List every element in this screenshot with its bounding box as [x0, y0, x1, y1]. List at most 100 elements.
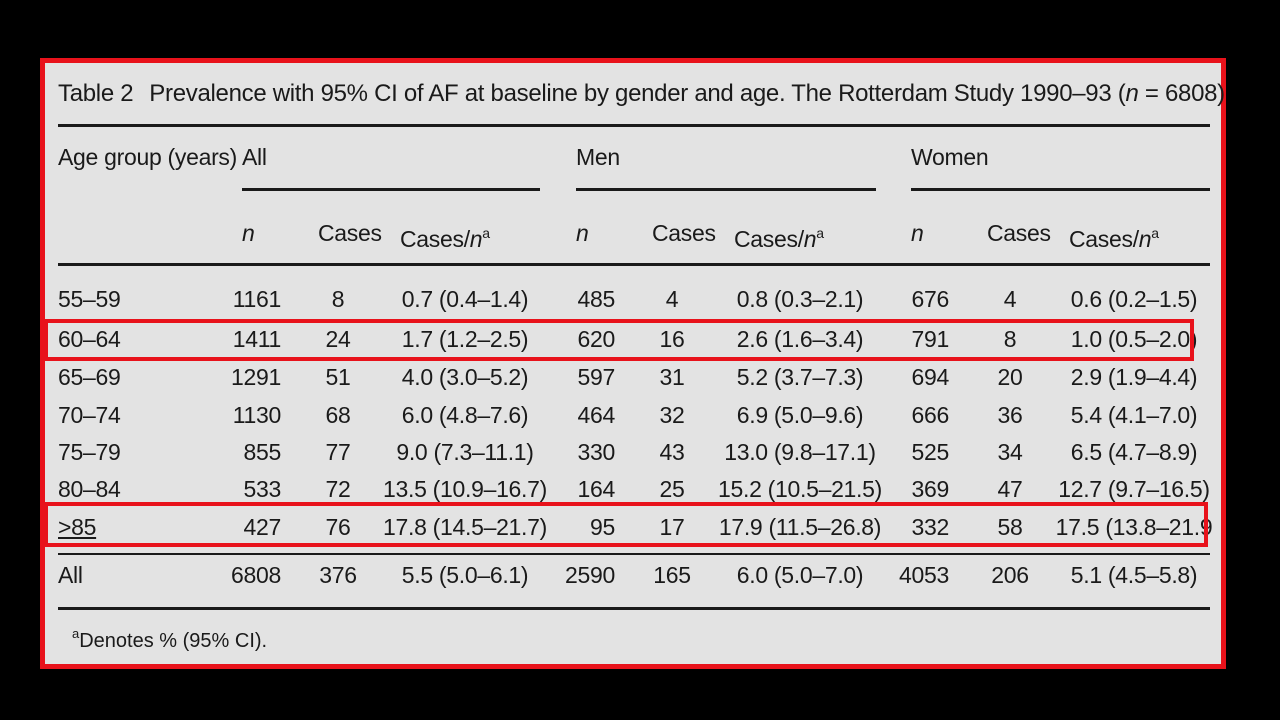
subheader-cases-per-n: Cases/na: [734, 218, 824, 252]
subheader-n: n: [911, 220, 924, 246]
table-cell: 525: [911, 439, 950, 465]
subheader-cases: Cases: [652, 220, 716, 246]
table-label: Table 2: [58, 80, 134, 107]
table-cell: 76: [325, 514, 351, 540]
table-cell: 15.2 (10.5–21.5): [718, 476, 882, 502]
table-cell: 1130: [232, 402, 282, 428]
top-rule: [58, 124, 1210, 127]
total-top-rule: [58, 553, 1210, 555]
table-cell: 597: [577, 364, 616, 390]
table-cell: 4.0 (3.0–5.2): [401, 364, 529, 390]
table-cell: 58: [997, 514, 1023, 540]
table-cell: 666: [911, 402, 950, 428]
age-group-cell-all: All: [58, 562, 83, 588]
header-group-women: Women: [911, 144, 989, 170]
subheader-footnote-marker: a: [816, 225, 824, 241]
header-bottom-rule: [58, 263, 1210, 266]
age-group-cell-60-64: 60–64: [58, 326, 121, 352]
table-cell: 34: [997, 439, 1023, 465]
row-highlight-85-plus: [44, 502, 1208, 547]
caption-text-after: = 6808): [1138, 80, 1225, 107]
subheader-cases-per-n: Cases/na: [400, 218, 490, 252]
table-cell: 9.0 (7.3–11.1): [396, 439, 534, 465]
subheader-cases: Cases: [987, 220, 1051, 246]
table-cell: 17.9 (11.5–26.8): [718, 514, 882, 540]
subheader-cases-per-n-symbol: n: [469, 226, 483, 252]
table-cell: 164: [577, 476, 616, 502]
header-group-men: Men: [576, 144, 620, 170]
table-cell: 206: [991, 562, 1029, 588]
table-cell: 17: [659, 514, 685, 540]
subheader-cases-per-n-symbol: n: [803, 226, 817, 252]
table-cell: 464: [577, 402, 616, 428]
table-cell: 0.8 (0.3–2.1): [736, 286, 864, 312]
table-cell: 2.6 (1.6–3.4): [736, 326, 864, 352]
table-cell: 72: [325, 476, 351, 502]
table-cell: 332: [911, 514, 950, 540]
table-cell: 77: [325, 439, 351, 465]
subheader-cases-per-n: Cases/na: [1069, 218, 1159, 252]
footnote-marker: a: [72, 626, 80, 641]
subheader-cases-per-n-label: Cases/: [1069, 226, 1139, 252]
subheader-cases-per-n-symbol: n: [1138, 226, 1152, 252]
table-cell: 8: [331, 286, 345, 312]
table-cell: 4053: [899, 562, 949, 588]
subheader-cases: Cases: [318, 220, 382, 246]
table-cell: 68: [325, 402, 351, 428]
table-cell: 4: [1003, 286, 1017, 312]
age-group-cell-75-79: 75–79: [58, 439, 121, 465]
table-cell: 8: [1003, 326, 1017, 352]
table-cell: 5.4 (4.1–7.0): [1070, 402, 1198, 428]
table-cell: 1411: [232, 326, 282, 352]
subheader-n: n: [576, 220, 589, 246]
table-cell: 676: [911, 286, 950, 312]
table-cell: 1161: [232, 286, 282, 312]
subheader-footnote-marker: a: [482, 225, 490, 241]
table-cell: 791: [911, 326, 950, 352]
table-cell: 369: [911, 476, 950, 502]
bottom-rule: [58, 607, 1210, 610]
subheader-cases-per-n-label: Cases/: [734, 226, 804, 252]
table-cell: 24: [325, 326, 351, 352]
table-cell: 95: [590, 514, 615, 540]
table-cell: 620: [577, 326, 616, 352]
caption-n-symbol: n: [1125, 80, 1139, 107]
caption-text-before: Prevalence with 95% CI of AF at baseline…: [149, 80, 1126, 107]
table-cell: 25: [659, 476, 685, 502]
table-cell: 32: [659, 402, 685, 428]
age-group-cell-70-74: 70–74: [58, 402, 121, 428]
table-cell: 694: [911, 364, 950, 390]
table-cell: 31: [659, 364, 685, 390]
table-cell: 376: [319, 562, 357, 588]
table-cell: 16: [659, 326, 685, 352]
subheader-footnote-marker: a: [1151, 225, 1159, 241]
table-cell: 51: [325, 364, 351, 390]
table-cell: 2590: [565, 562, 615, 588]
table-cell: 5.5 (5.0–6.1): [401, 562, 529, 588]
table-cell: 427: [243, 514, 282, 540]
table-cell: 0.6 (0.2–1.5): [1070, 286, 1198, 312]
table-cell: 1.7 (1.2–2.5): [401, 326, 529, 352]
table-cell: 6808: [231, 562, 281, 588]
table-cell: 6.9 (5.0–9.6): [736, 402, 864, 428]
outer-highlight-frame: [40, 58, 1226, 669]
table-cell: 533: [243, 476, 282, 502]
table-cell: 4: [665, 286, 679, 312]
table-cell: 485: [577, 286, 616, 312]
subheader-n: n: [242, 220, 255, 246]
table-cell: 1291: [231, 364, 281, 390]
group-rule-all: [242, 188, 540, 191]
table-cell: 36: [997, 402, 1023, 428]
table-cell: 12.7 (9.7–16.5): [1058, 476, 1210, 502]
table-cell: 13.5 (10.9–16.7): [383, 476, 547, 502]
age-group-cell-65-69: 65–69: [58, 364, 121, 390]
table-cell: 1.0 (0.5–2.0): [1070, 326, 1198, 352]
table-cell: 330: [577, 439, 616, 465]
table-cell: 6.5 (4.7–8.9): [1070, 439, 1198, 465]
age-group-cell-80-84: 80–84: [58, 476, 121, 502]
row-highlight-60-64: [44, 319, 1194, 361]
table-cell: 20: [997, 364, 1023, 390]
table-cell: 17.5 (13.8–21.9: [1055, 514, 1213, 540]
table-cell: 6.0 (4.8–7.6): [401, 402, 529, 428]
footnote-text: Denotes % (95% CI).: [79, 630, 268, 652]
